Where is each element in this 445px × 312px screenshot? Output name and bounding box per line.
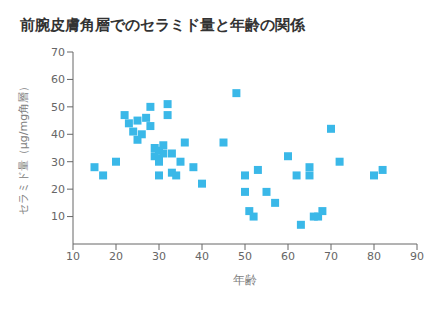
svg-text:セラミド量（μg/mg角層）: セラミド量（μg/mg角層） xyxy=(17,81,30,215)
html-text:前腕皮膚角層でのセラミド量と年齢の関係: 前腕皮膚角層でのセラミド量と年齢の関係 xyxy=(20,16,305,34)
svg-text:年齢: 年齢 xyxy=(233,273,257,287)
svg-text:60: 60 xyxy=(51,73,65,86)
svg-text:20: 20 xyxy=(109,250,123,263)
svg-text:70: 70 xyxy=(324,250,338,263)
svg-text:50: 50 xyxy=(51,101,65,114)
svg-text:60: 60 xyxy=(281,250,295,263)
svg-text:50: 50 xyxy=(238,250,252,263)
svg-text:20: 20 xyxy=(51,183,65,196)
svg-text:30: 30 xyxy=(152,250,166,263)
svg-text:10: 10 xyxy=(51,210,65,223)
svg-text:30: 30 xyxy=(51,156,65,169)
svg-text:40: 40 xyxy=(51,128,65,141)
svg-text:10: 10 xyxy=(66,250,80,263)
svg-text:70: 70 xyxy=(51,46,65,59)
svg-text:80: 80 xyxy=(367,250,381,263)
svg-text:90: 90 xyxy=(410,250,424,263)
svg-text:40: 40 xyxy=(195,250,209,263)
